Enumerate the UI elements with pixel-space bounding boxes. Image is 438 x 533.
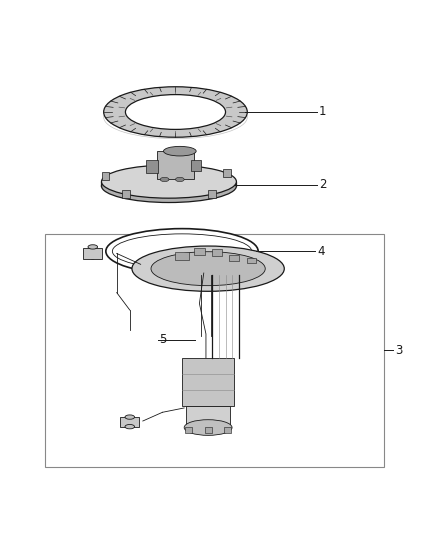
Ellipse shape	[160, 177, 169, 182]
Text: 2: 2	[319, 177, 327, 191]
Text: 4: 4	[317, 245, 325, 258]
FancyBboxPatch shape	[185, 426, 192, 433]
Text: 5: 5	[159, 333, 167, 346]
Ellipse shape	[125, 424, 134, 429]
FancyBboxPatch shape	[182, 358, 234, 406]
Ellipse shape	[163, 147, 196, 156]
FancyBboxPatch shape	[102, 172, 110, 180]
FancyBboxPatch shape	[165, 161, 173, 169]
FancyBboxPatch shape	[83, 248, 102, 259]
FancyBboxPatch shape	[212, 249, 222, 256]
FancyBboxPatch shape	[122, 190, 130, 198]
Ellipse shape	[184, 419, 232, 435]
FancyBboxPatch shape	[223, 169, 231, 177]
Text: 3: 3	[395, 344, 403, 357]
FancyBboxPatch shape	[45, 234, 385, 467]
FancyBboxPatch shape	[205, 426, 212, 433]
Ellipse shape	[132, 246, 284, 292]
Ellipse shape	[104, 87, 247, 137]
Ellipse shape	[176, 177, 184, 182]
Ellipse shape	[125, 415, 134, 419]
Ellipse shape	[102, 165, 237, 198]
FancyBboxPatch shape	[176, 252, 188, 260]
Ellipse shape	[106, 229, 258, 274]
FancyBboxPatch shape	[186, 406, 230, 427]
Ellipse shape	[88, 248, 98, 259]
Ellipse shape	[151, 252, 265, 286]
FancyBboxPatch shape	[191, 160, 201, 171]
Ellipse shape	[125, 94, 226, 130]
FancyBboxPatch shape	[146, 160, 158, 173]
FancyBboxPatch shape	[247, 258, 256, 263]
Text: 1: 1	[319, 106, 327, 118]
Ellipse shape	[113, 234, 252, 269]
FancyBboxPatch shape	[208, 190, 216, 198]
FancyBboxPatch shape	[157, 151, 194, 180]
FancyBboxPatch shape	[229, 255, 240, 261]
FancyBboxPatch shape	[120, 417, 139, 426]
Ellipse shape	[88, 245, 98, 249]
FancyBboxPatch shape	[194, 248, 205, 255]
FancyBboxPatch shape	[224, 426, 231, 433]
Ellipse shape	[102, 169, 237, 203]
